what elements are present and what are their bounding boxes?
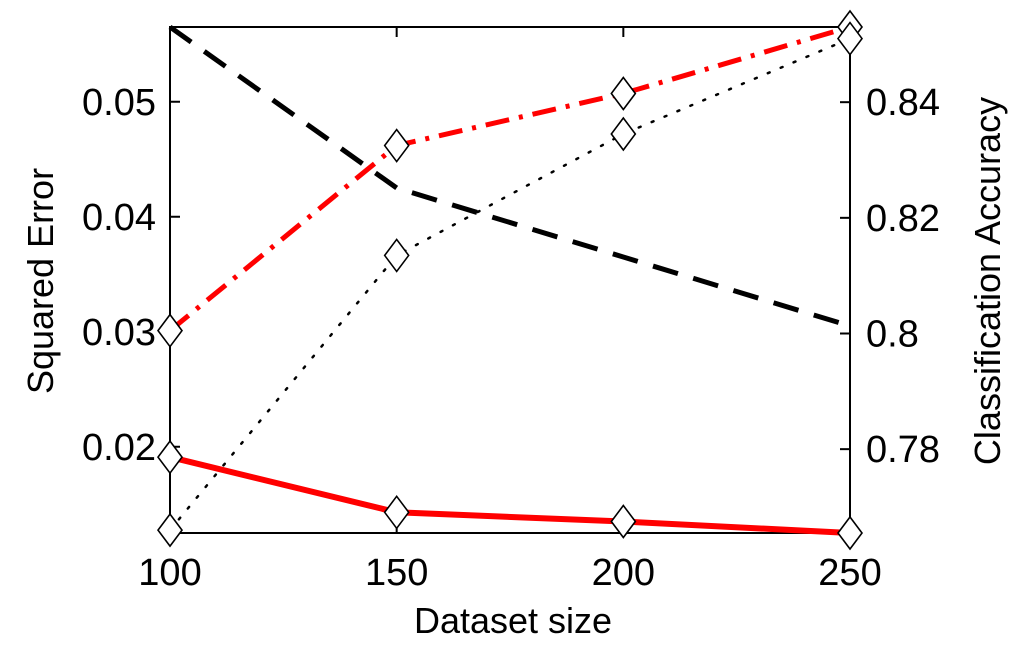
plot-frame [169, 26, 851, 534]
y-tick-label-right: 0.82 [866, 198, 940, 240]
data-point-solid [383, 494, 410, 530]
y-axis-label-right: Classification Accuracy [967, 97, 1008, 465]
data-point-dashdot [383, 128, 410, 163]
series-line-dashed [168, 24, 851, 329]
data-point-dashdot [610, 76, 637, 111]
data-point-solid [837, 515, 863, 551]
x-tick-label: 200 [592, 552, 655, 594]
x-tick-label: 100 [138, 552, 201, 594]
x-tick-label: 250 [818, 552, 881, 594]
y-tick-label-left: 0.03 [82, 312, 156, 354]
data-point-solid [610, 504, 637, 539]
y-tick-label-left: 0.02 [82, 427, 156, 469]
series-line-solid [169, 454, 851, 536]
data-point-dotted [610, 116, 637, 152]
series-line-dotted [168, 37, 852, 532]
y-tick-label-right: 0.8 [866, 313, 919, 355]
x-tick-label: 150 [365, 552, 428, 594]
y-tick-label-left: 0.05 [82, 82, 156, 124]
x-axis-label: Dataset size [414, 600, 612, 641]
y-tick-label-right: 0.84 [866, 82, 940, 124]
y-tick-label-left: 0.04 [82, 197, 156, 239]
data-point-dotted [383, 238, 410, 273]
series-line-dashdot [168, 24, 851, 333]
data-point-dotted [837, 21, 863, 56]
data-point-dotted [157, 512, 183, 548]
y-axis-label-left: Squared Error [20, 168, 61, 394]
y-tick-label-right: 0.78 [866, 429, 940, 471]
data-point-dashdot [157, 313, 183, 348]
data-point-solid [157, 439, 183, 475]
